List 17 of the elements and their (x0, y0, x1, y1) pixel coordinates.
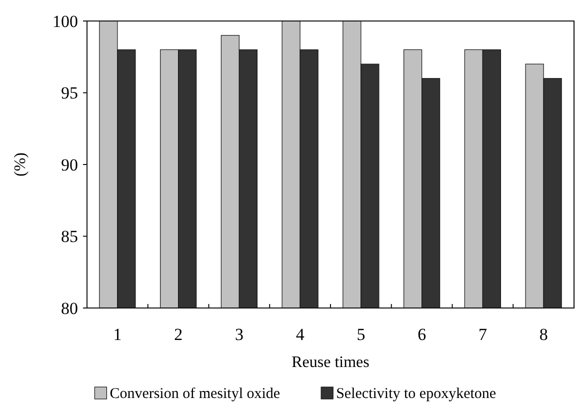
x-axis-title: Reuse times (292, 354, 370, 371)
y-tick-label: 95 (61, 84, 78, 103)
y-tick-label: 80 (61, 298, 78, 318)
x-tick-label: 6 (418, 325, 426, 344)
x-tick-label: 2 (174, 325, 183, 344)
x-tick-label: 7 (478, 325, 488, 344)
y-tick-label: 90 (61, 155, 78, 174)
legend-label: Selectivity to epoxyketone (336, 386, 496, 402)
x-tick-label: 8 (539, 325, 548, 344)
y-axis-title: (%) (12, 152, 29, 176)
y-tick-label: 85 (61, 227, 78, 246)
x-tick-label: 1 (113, 325, 122, 344)
x-tick-label: 4 (296, 325, 305, 344)
legend-label: Conversion of mesityl oxide (110, 386, 280, 402)
x-tick-label: 3 (234, 325, 244, 344)
x-tick-label: 5 (356, 325, 366, 344)
y-tick-label: 100 (52, 12, 78, 31)
